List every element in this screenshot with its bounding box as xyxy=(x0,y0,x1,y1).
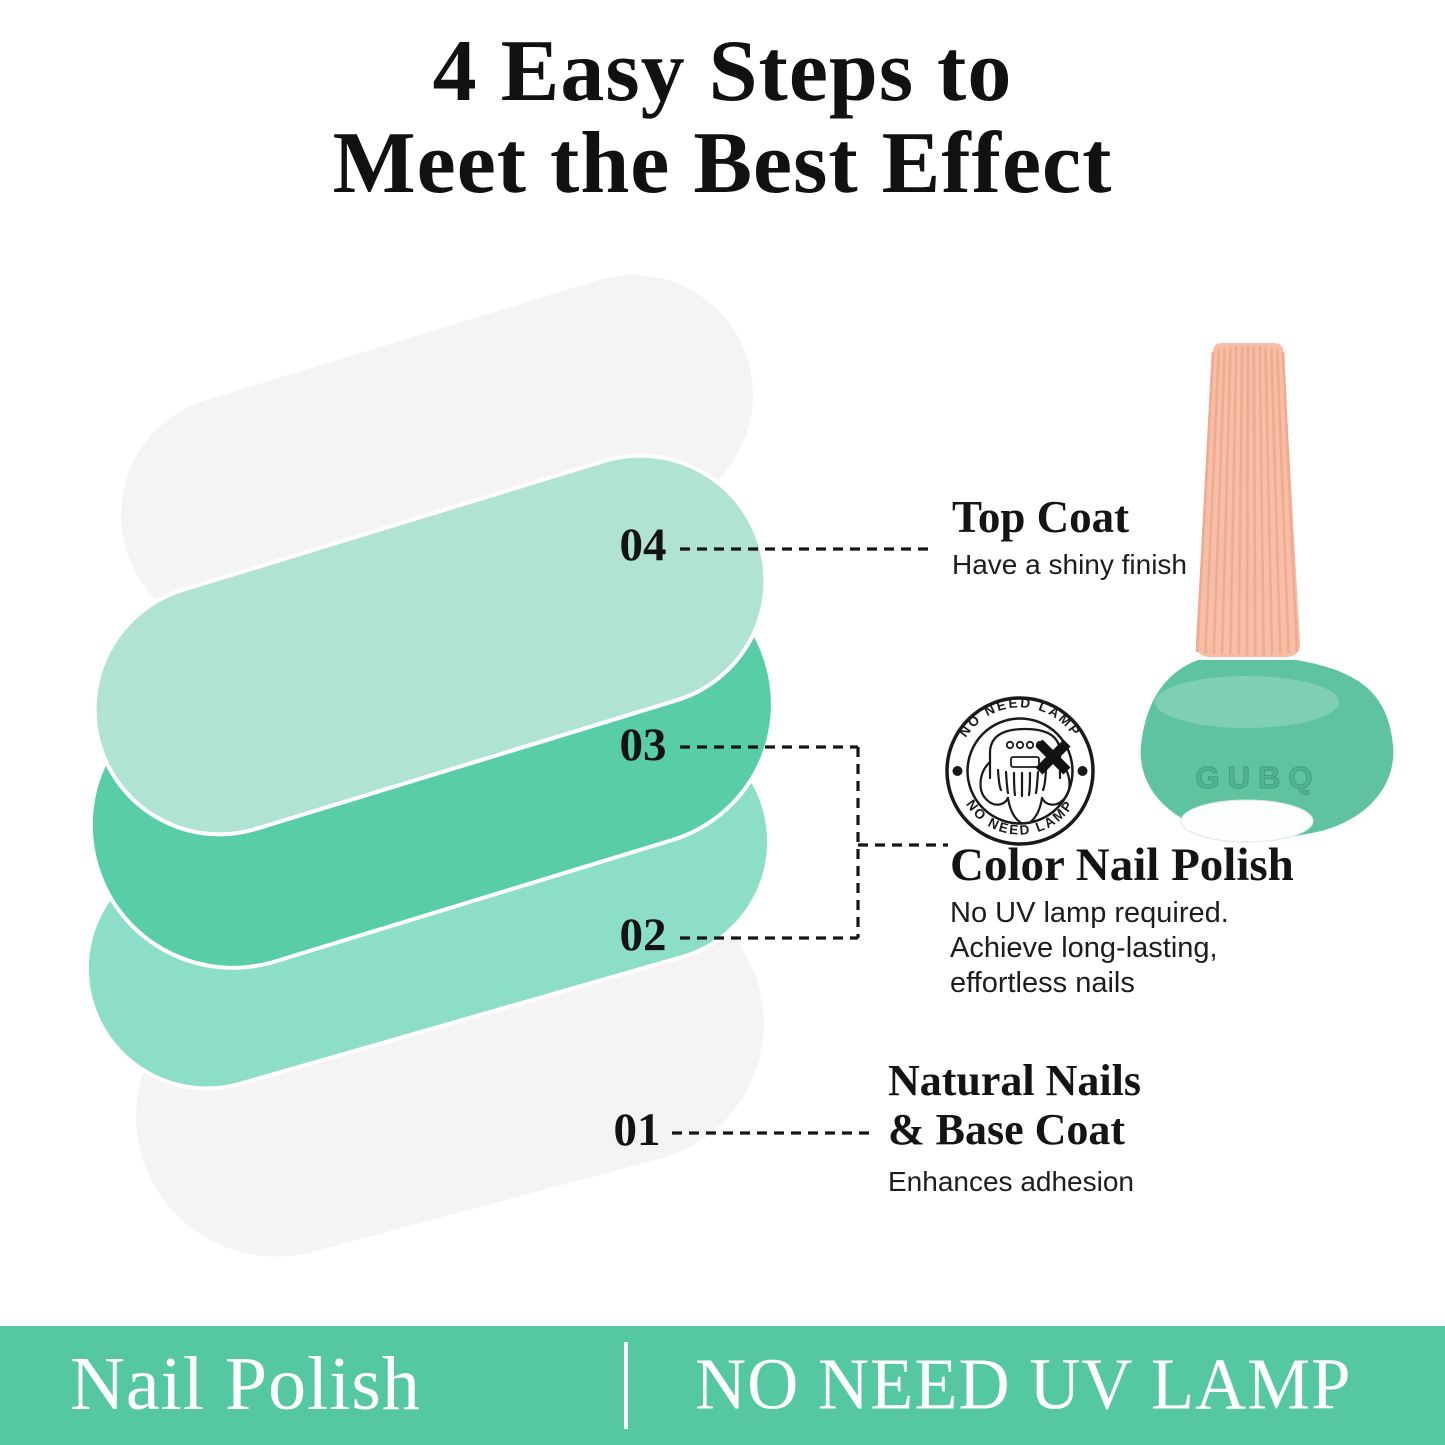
banner-right-text: NO NEED UV LAMP xyxy=(695,1342,1352,1424)
wrist-right xyxy=(1027,796,1044,825)
fingers xyxy=(996,768,1048,798)
color-polish-desc-line3: effortless nails xyxy=(950,967,1135,1000)
hand-left-outline xyxy=(979,760,1010,806)
badge-right-dot xyxy=(1077,766,1088,776)
bottle-base xyxy=(1180,799,1314,843)
color-polish-desc-line1: No UV lamp required. xyxy=(950,896,1229,929)
top-coat-label: Top Coat Have a shiny finish xyxy=(952,492,1188,582)
coat-layers xyxy=(84,275,775,1257)
color-polish-desc-line2: Achieve long-lasting, xyxy=(950,932,1218,965)
badge-outer-circle xyxy=(945,696,1095,846)
page-title: 4 Easy Steps to Meet the Best Effect xyxy=(0,23,1445,213)
layer-03-top-face-shape xyxy=(92,453,768,837)
base-coat-description: Enhances adhesion xyxy=(888,1165,1134,1197)
page-title-line1: 4 Easy Steps to xyxy=(432,23,1013,120)
color-polish-label: Color Nail Polish No UV lamp required. A… xyxy=(950,839,1294,1002)
color-polish-heading: Color Nail Polish xyxy=(950,839,1294,891)
base-coat-heading-line1: Natural Nails xyxy=(888,1056,1141,1105)
bottle-brand-text: GUBQ xyxy=(1196,760,1321,795)
banner-divider xyxy=(624,1342,628,1429)
lamp-display xyxy=(1010,756,1040,768)
lamp-led xyxy=(1005,740,1015,750)
top-coat-heading: Top Coat xyxy=(952,492,1130,542)
step-number-02: 02 xyxy=(619,909,667,961)
bottle-body xyxy=(1140,660,1394,838)
lamp-led xyxy=(1015,740,1025,750)
base-coat-heading-line2: & Base Coat xyxy=(888,1105,1126,1155)
lamp-led xyxy=(1025,740,1035,750)
badge-left-dot xyxy=(952,766,963,776)
bottom-banner: Nail Polish NO NEED UV LAMP xyxy=(0,1326,1445,1445)
banner-left-text: Nail Polish xyxy=(70,1341,421,1426)
cap-ribs xyxy=(1195,345,1299,656)
uv-lamp-icon xyxy=(979,727,1071,825)
bottle-sheen xyxy=(1155,676,1339,728)
layer-04-top-coat-shape xyxy=(120,275,754,635)
polish-bottle: GUBQ xyxy=(1140,343,1394,843)
step-number-01: 01 xyxy=(613,1104,661,1156)
lamp-dome xyxy=(988,727,1062,780)
wrist-left xyxy=(1006,796,1023,825)
cross-mark-icon xyxy=(1035,739,1071,775)
base-coat-label: Natural Nails & Base Coat Enhances adhes… xyxy=(888,1056,1141,1199)
top-coat-description: Have a shiny finish xyxy=(952,548,1188,580)
no-need-lamp-badge: NO NEED LAMP NO NEED LAMP xyxy=(945,695,1095,846)
step-number-03: 03 xyxy=(619,719,667,771)
hand-right-outline xyxy=(1040,760,1071,806)
page-title-line2: Meet the Best Effect xyxy=(332,115,1113,213)
step-number-04: 04 xyxy=(619,519,667,571)
color-polish-description: No UV lamp required. Achieve long-lastin… xyxy=(950,896,1294,1002)
connectors xyxy=(672,547,948,1135)
